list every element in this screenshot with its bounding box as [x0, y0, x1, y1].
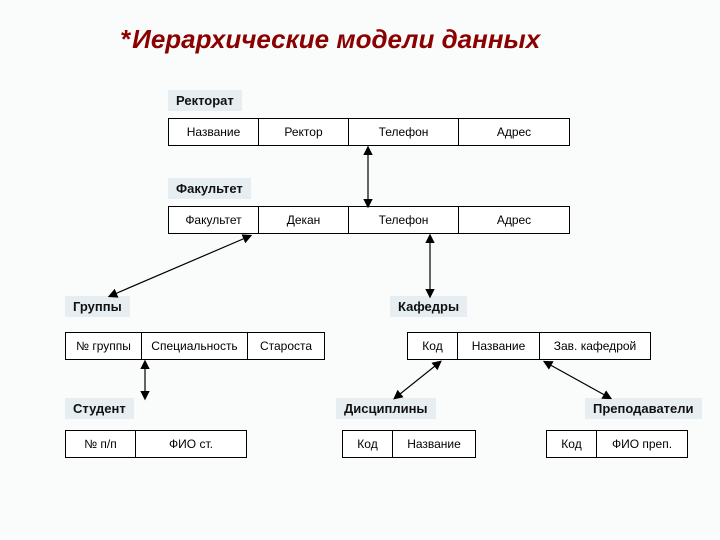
row-disciplines: Код Название [342, 430, 476, 458]
cell: Декан [259, 207, 349, 233]
label-student: Студент [65, 398, 134, 419]
row-rectorate: Название Ректор Телефон Адрес [168, 118, 570, 146]
cell: Название [393, 431, 475, 457]
edge [395, 362, 440, 398]
cell: Адрес [459, 119, 569, 145]
edge [110, 236, 250, 296]
row-groups: № группы Специальность Староста [65, 332, 325, 360]
label-teachers: Преподаватели [585, 398, 702, 419]
row-departments: Код Название Зав. кафедрой [407, 332, 651, 360]
asterisk-icon: * [120, 24, 130, 54]
label-faculty: Факультет [168, 178, 251, 199]
title-text: Иерархические модели данных [132, 24, 540, 54]
cell: Староста [248, 333, 324, 359]
cell: Специальность [142, 333, 248, 359]
cell: ФИО преп. [597, 431, 687, 457]
cell: Факультет [169, 207, 259, 233]
row-student: № п/п ФИО ст. [65, 430, 247, 458]
cell: Название [169, 119, 259, 145]
row-teachers: Код ФИО преп. [546, 430, 688, 458]
label-rectorate: Ректорат [168, 90, 242, 111]
cell: № п/п [66, 431, 136, 457]
cell: Код [547, 431, 597, 457]
cell: № группы [66, 333, 142, 359]
page-title: *Иерархические модели данных [120, 24, 540, 55]
row-faculty: Факультет Декан Телефон Адрес [168, 206, 570, 234]
edge [545, 362, 610, 398]
cell: Зав. кафедрой [540, 333, 650, 359]
connector-layer [0, 0, 720, 540]
label-groups: Группы [65, 296, 130, 317]
cell: Телефон [349, 207, 459, 233]
cell: Код [408, 333, 458, 359]
cell: Код [343, 431, 393, 457]
cell: Ректор [259, 119, 349, 145]
cell: Адрес [459, 207, 569, 233]
cell: Телефон [349, 119, 459, 145]
label-departments: Кафедры [390, 296, 467, 317]
cell: ФИО ст. [136, 431, 246, 457]
cell: Название [458, 333, 540, 359]
label-disciplines: Дисциплины [336, 398, 436, 419]
